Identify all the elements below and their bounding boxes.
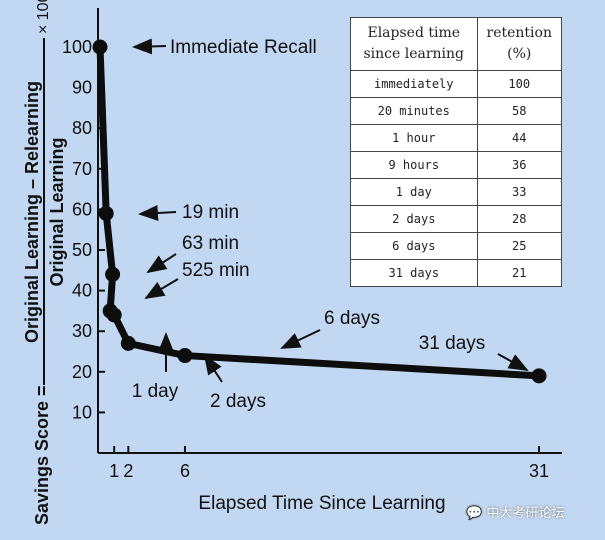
x-axis-ticks: 1 2 6 31 (109, 446, 549, 481)
data-point (177, 348, 193, 364)
table-cell-elapsed: immediately (350, 70, 478, 98)
table-cell-retention: 100 (476, 70, 563, 98)
annotation-label: Immediate Recall (170, 37, 317, 58)
y-axis-title-prefix: Savings Score = (32, 385, 52, 525)
y-tick-label: 50 (72, 240, 92, 260)
table-header-elapsed-label: Elapsed time since learning (363, 25, 465, 62)
annotation-label: 1 day (132, 381, 179, 402)
retention-series (92, 39, 547, 384)
data-point (106, 307, 122, 323)
table-row: 1 day 33 (350, 178, 563, 206)
x-tick-label: 1 (109, 461, 119, 481)
table-header-row: Elapsed time since learning retention (%) (350, 17, 563, 71)
y-tick-label: 30 (72, 321, 92, 341)
y-tick-label: 10 (72, 402, 92, 422)
y-tick-label: 40 (72, 281, 92, 301)
table-cell-elapsed: 31 days (350, 259, 478, 287)
table-cell-retention: 36 (476, 151, 563, 179)
annotation-arrow (144, 278, 179, 300)
table-cell-retention: 21 (476, 259, 563, 287)
annotation-label: 19 min (182, 202, 239, 223)
watermark-icon: 💬 (466, 506, 483, 521)
x-tick-label: 6 (180, 461, 190, 481)
table-row: 20 minutes 58 (350, 97, 563, 125)
data-point (531, 368, 547, 384)
table-cell-retention: 44 (476, 124, 563, 152)
y-tick-label: 20 (72, 362, 92, 382)
y-tick-label: 100 (62, 37, 92, 57)
annotation-label: 6 days (324, 308, 380, 329)
y-axis-title-suffix: × 100 (35, 0, 52, 34)
watermark: 💬 中大考研论坛 (466, 502, 564, 521)
table-row: immediately 100 (350, 70, 563, 98)
data-point (98, 205, 114, 221)
x-tick-label: 2 (123, 461, 133, 481)
table-row: 31 days 21 (350, 259, 563, 287)
annotation-label: 2 days (210, 391, 266, 412)
data-point (105, 266, 121, 282)
y-tick-label: 80 (72, 118, 92, 138)
annotation-label: 31 days (419, 333, 486, 354)
annotation-arrow (497, 353, 529, 371)
data-point (120, 335, 136, 351)
annotation-arrow (138, 205, 177, 221)
table-row: 9 hours 36 (350, 151, 563, 179)
y-axis-ticks: 10 20 30 40 50 60 70 80 90 100 (62, 37, 105, 422)
data-point (92, 39, 108, 55)
table-cell-elapsed: 6 days (350, 232, 478, 260)
y-axis-title: Savings Score = Original Learning – Rele… (22, 0, 67, 525)
table-header-retention-label: retention (%) (486, 25, 552, 62)
table-cell-elapsed: 1 day (350, 178, 478, 206)
table-cell-retention: 28 (476, 205, 563, 233)
table-cell-elapsed: 1 hour (350, 124, 478, 152)
table-cell-retention: 58 (476, 97, 563, 125)
retention-table: Elapsed time since learning retention (%) … (350, 17, 563, 287)
table-cell-retention: 33 (476, 178, 563, 206)
annotation-label: 525 min (182, 260, 250, 281)
table-header-retention: retention (%) (476, 17, 563, 71)
x-axis-title: Elapsed Time Since Learning (198, 493, 445, 514)
table-cell-elapsed: 2 days (350, 205, 478, 233)
table-body: immediately 100 20 minutes 58 1 hour 44 9 hour… (350, 70, 563, 287)
annotation-arrow (203, 354, 223, 383)
table-header-elapsed: Elapsed time since learning (350, 17, 478, 71)
point-annotations: Immediate Recall 19 min 63 min 525 min 1 day… (132, 37, 529, 412)
table-cell-elapsed: 9 hours (350, 151, 478, 179)
table-row: 2 days 28 (350, 205, 563, 233)
table-cell-retention: 25 (476, 232, 563, 260)
table-row: 6 days 25 (350, 232, 563, 260)
watermark-text: 中大考研论坛 (486, 506, 565, 521)
annotation-label: 63 min (182, 233, 239, 254)
y-tick-label: 90 (72, 78, 92, 98)
y-axis-title-denominator: Original Learning (47, 137, 67, 286)
table-row: 1 hour 44 (350, 124, 563, 152)
y-tick-label: 70 (72, 159, 92, 179)
annotation-arrow (146, 253, 177, 274)
annotation-arrow (132, 38, 167, 55)
x-tick-label: 31 (529, 461, 549, 481)
annotation-arrow (280, 329, 321, 349)
table-cell-elapsed: 20 minutes (350, 97, 478, 125)
y-axis-title-numerator: Original Learning – Relearning (22, 81, 42, 343)
y-tick-label: 60 (72, 199, 92, 219)
